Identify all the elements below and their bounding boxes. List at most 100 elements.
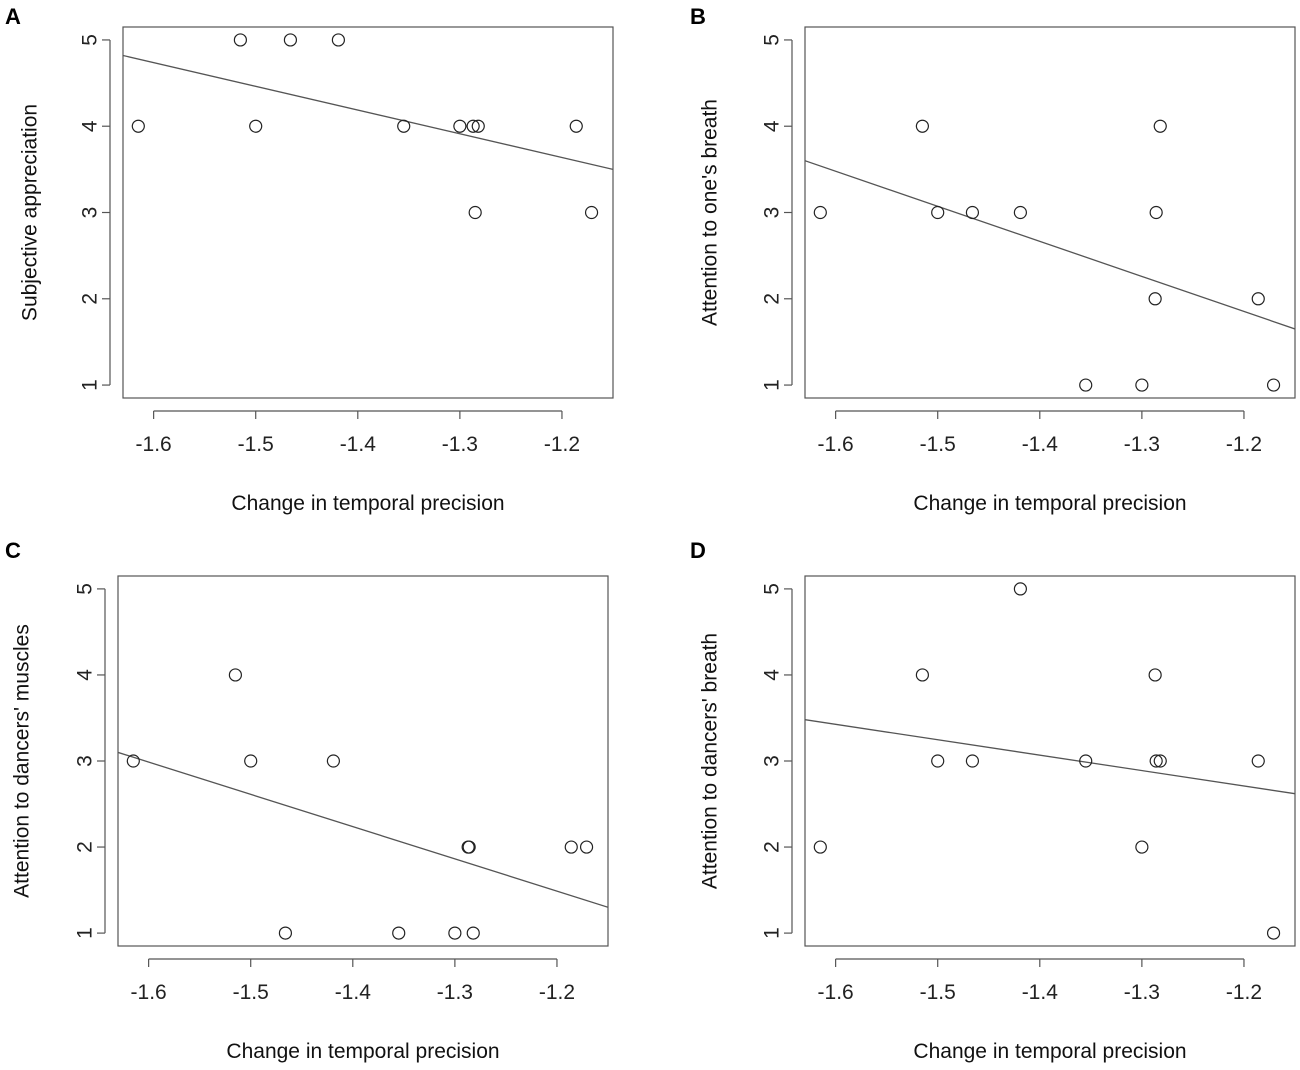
panel-b-data-point xyxy=(1148,292,1162,306)
panel-c-x-tick-label: -1.3 xyxy=(437,981,473,1004)
panel-b-x-tick-label: -1.5 xyxy=(920,433,956,456)
panel-a-data-point xyxy=(249,119,263,133)
panel-d-x-tick-label: -1.3 xyxy=(1124,981,1160,1004)
panel-d-y-tick-label: 3 xyxy=(761,755,784,767)
panel-c-data-point xyxy=(244,754,258,768)
panel-b-y-tick-label: 5 xyxy=(761,34,784,46)
panel-a: A -1.6 -1.5 -1.4 -1.3 -1.2 1 2 3 4 5 Change in temp… xyxy=(5,4,614,515)
panel-c-y-tick-label: 5 xyxy=(74,583,97,595)
panel-d-plot-frame xyxy=(804,575,1296,947)
panel-a-x-tick-label: -1.3 xyxy=(442,433,478,456)
panel-b-data-point xyxy=(965,205,980,220)
panel-a-x-tick-label: -1.4 xyxy=(340,433,377,456)
panel-d-x-tick-label: -1.5 xyxy=(920,981,956,1004)
panel-c-data-point xyxy=(228,668,242,682)
panel-a-x-tick-label: -1.5 xyxy=(238,433,274,456)
panel-b-data-point xyxy=(1013,205,1027,220)
panel-c-x-tick-label: -1.5 xyxy=(233,981,269,1004)
panel-b: B -1.6 -1.5 -1.4 -1.3 -1.2 1 2 3 4 5 Change in temp… xyxy=(690,4,1296,515)
panel-a-y-axis-title: Subjective appreciation xyxy=(19,104,42,321)
panel-c-x-tick-label: -1.2 xyxy=(539,981,575,1004)
panel-a-data-point xyxy=(584,205,599,220)
panel-d-data-point xyxy=(931,754,945,768)
panel-a-x-axis-title: Change in temporal precision xyxy=(231,492,504,515)
panel-c-y-tick-label: 2 xyxy=(74,841,97,853)
panel-b-data-point xyxy=(1251,292,1265,306)
panel-d-data-point xyxy=(1079,754,1093,768)
panel-c: C -1.6 -1.5 -1.4 -1.3 -1.2 1 2 3 4 5 Change in temp… xyxy=(5,538,609,1063)
panel-a-regression-line xyxy=(123,54,613,170)
panel-c-data-point xyxy=(278,926,293,940)
panel-d-y-tick-label: 2 xyxy=(761,841,784,853)
panel-b-y-tick-label: 3 xyxy=(761,207,784,219)
panel-b-data-point xyxy=(1135,378,1149,392)
panel-d-data-point xyxy=(1013,582,1027,596)
panel-b-data-point xyxy=(1079,378,1093,392)
panel-b-data-point xyxy=(915,119,929,133)
panel-d-data-point xyxy=(1251,754,1265,768)
panel-a-data-point xyxy=(331,33,345,47)
panel-c-data-point xyxy=(579,840,594,854)
panel-d-x-tick-label: -1.2 xyxy=(1226,981,1262,1004)
panel-a-x-tick-label: -1.2 xyxy=(544,433,580,456)
panel-c-data-point xyxy=(448,926,462,940)
panel-c-y-tick-label: 4 xyxy=(74,669,97,681)
panel-b-regression-line xyxy=(805,160,1295,330)
panel-a-label: A xyxy=(5,4,21,29)
panel-d-data-point xyxy=(1135,840,1149,854)
panel-a-data-point xyxy=(453,119,467,133)
panel-a-data-point xyxy=(397,119,411,133)
panel-b-data-point xyxy=(1153,119,1167,133)
panel-c-data-point xyxy=(466,926,480,940)
panel-d-y-tick-label: 4 xyxy=(761,669,784,681)
panel-d-y-tick-label: 5 xyxy=(761,583,784,595)
panel-d-data-point xyxy=(965,754,980,768)
panel-d-regression-line xyxy=(805,719,1295,795)
panel-d-data-point xyxy=(1149,754,1163,768)
panel-c-label: C xyxy=(5,538,21,563)
panel-b-y-tick-label: 2 xyxy=(761,293,784,305)
panel-a-data-point xyxy=(131,119,145,133)
panel-b-label: B xyxy=(690,4,706,29)
panel-c-x-axis-title: Change in temporal precision xyxy=(226,1040,499,1063)
panel-c-y-tick-label: 3 xyxy=(74,755,97,767)
panel-d-x-axis-title: Change in temporal precision xyxy=(913,1040,1186,1063)
panel-a-plot-frame xyxy=(122,26,614,399)
panel-b-data-point xyxy=(1266,378,1281,392)
panel-c-regression-line xyxy=(118,751,608,908)
panel-c-data-point xyxy=(126,754,140,768)
panel-a-data-point xyxy=(233,33,247,47)
panel-c-plot-frame xyxy=(117,575,609,947)
panel-d-x-tick-label: -1.4 xyxy=(1022,981,1059,1004)
panel-b-y-tick-label: 1 xyxy=(761,379,784,391)
panel-d-label: D xyxy=(690,538,706,563)
panel-c-x-tick-label: -1.4 xyxy=(335,981,372,1004)
panel-a-x-tick-label: -1.6 xyxy=(136,433,172,456)
panel-a-y-tick-label: 4 xyxy=(79,120,102,132)
panel-a-data-point xyxy=(466,119,480,133)
panel-a-data-point xyxy=(569,119,583,133)
panel-d-data-point xyxy=(915,668,929,682)
panel-d: D -1.6 -1.5 -1.4 -1.3 -1.2 1 2 3 4 5 Change in temp… xyxy=(690,538,1296,1063)
panel-b-data-point xyxy=(931,205,945,220)
panel-c-y-axis-title: Attention to dancers' muscles xyxy=(11,624,34,898)
panel-a-data-point xyxy=(468,205,482,220)
panel-d-data-point xyxy=(1148,668,1162,682)
panel-b-y-axis-title: Attention to one's breath xyxy=(699,99,722,326)
panel-b-x-axis-title: Change in temporal precision xyxy=(913,492,1186,515)
panel-c-data-point xyxy=(326,754,340,768)
panel-b-x-tick-label: -1.3 xyxy=(1124,433,1160,456)
panel-c-data-point xyxy=(392,926,406,940)
panel-b-data-point xyxy=(1149,205,1163,220)
panel-b-x-tick-label: -1.4 xyxy=(1022,433,1059,456)
panel-d-x-tick-label: -1.6 xyxy=(818,981,854,1004)
panel-d-data-point xyxy=(1153,754,1167,768)
panel-a-data-point xyxy=(471,119,485,133)
panel-b-data-point xyxy=(813,205,827,220)
panel-b-x-tick-label: -1.6 xyxy=(818,433,854,456)
panel-a-y-tick-label: 2 xyxy=(79,293,102,305)
panel-c-data-point xyxy=(564,840,578,854)
panel-b-x-tick-label: -1.2 xyxy=(1226,433,1262,456)
